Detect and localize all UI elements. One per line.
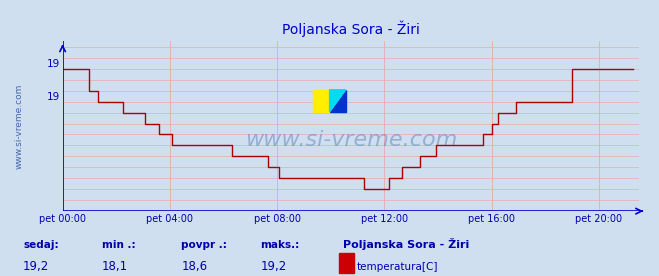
Text: maks.:: maks.: (260, 240, 300, 250)
Text: temperatura[C]: temperatura[C] (357, 262, 439, 272)
FancyBboxPatch shape (314, 90, 330, 112)
Text: www.si-vreme.com: www.si-vreme.com (15, 84, 24, 169)
Polygon shape (330, 90, 346, 112)
Text: 19,2: 19,2 (23, 261, 49, 274)
Text: 18,6: 18,6 (181, 261, 208, 274)
Text: Poljanska Sora - Žiri: Poljanska Sora - Žiri (343, 238, 469, 250)
Text: 18,1: 18,1 (102, 261, 129, 274)
Text: min .:: min .: (102, 240, 136, 250)
Text: povpr .:: povpr .: (181, 240, 227, 250)
Text: sedaj:: sedaj: (23, 240, 59, 250)
Title: Poljanska Sora - Žiri: Poljanska Sora - Žiri (282, 21, 420, 38)
Text: 19,2: 19,2 (260, 261, 287, 274)
Polygon shape (330, 90, 346, 112)
Text: www.si-vreme.com: www.si-vreme.com (244, 130, 457, 150)
